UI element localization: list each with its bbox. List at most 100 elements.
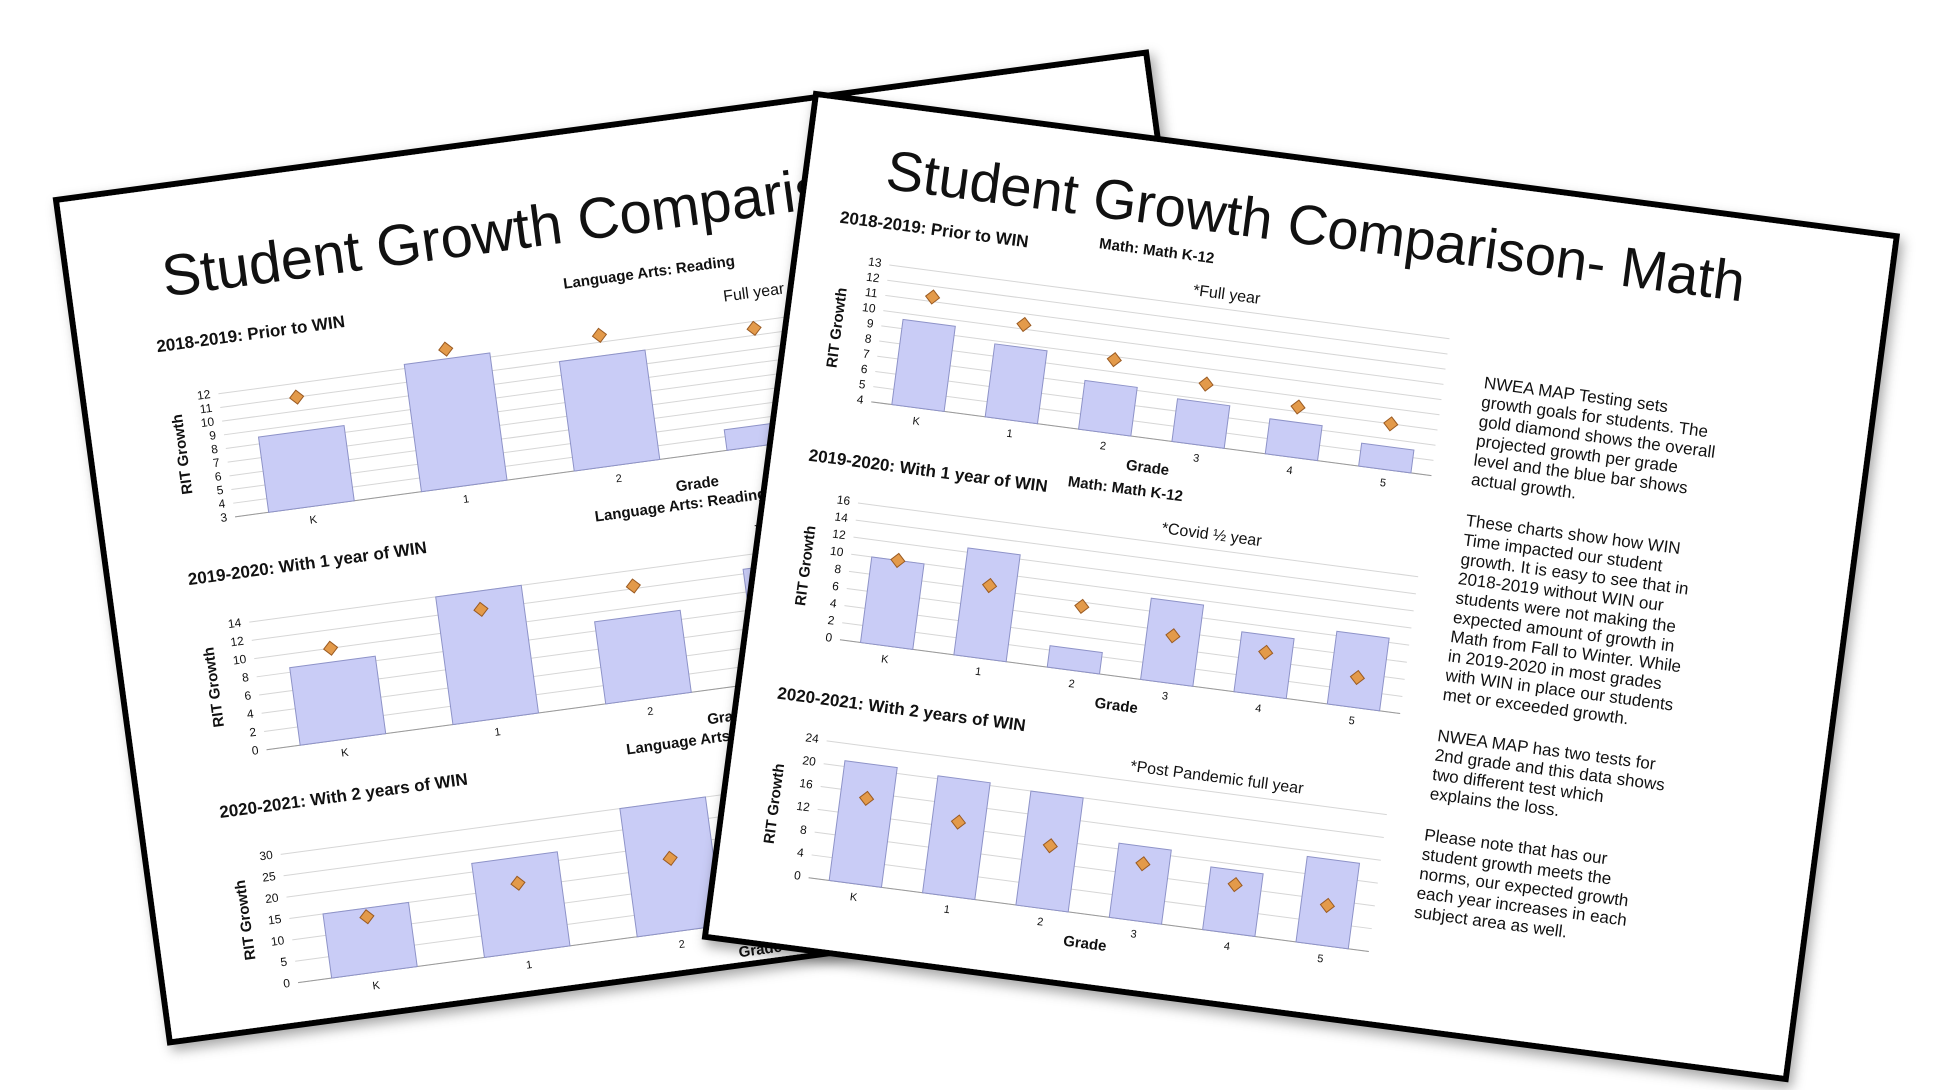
y-tick-label: 4 <box>246 707 255 722</box>
x-tick-label: 3 <box>1130 928 1138 941</box>
y-tick-label: 5 <box>280 955 289 970</box>
diamond-marker <box>890 552 906 569</box>
y-tick-label: 9 <box>208 428 217 443</box>
y-tick-label: 7 <box>862 347 871 362</box>
x-axis-label: Grade <box>675 473 720 496</box>
bar <box>1202 866 1264 938</box>
bar <box>1233 631 1295 700</box>
y-tick-label: 12 <box>196 387 211 403</box>
y-tick-label: 6 <box>214 469 223 484</box>
y-tick-label: 30 <box>258 848 273 864</box>
x-tick-label: K <box>340 747 350 760</box>
diamond-marker <box>289 389 305 405</box>
y-tick-label: 25 <box>261 869 276 885</box>
y-tick-label: 2 <box>827 613 836 628</box>
grid-line <box>844 605 1405 680</box>
x-tick-label: 4 <box>1223 940 1231 953</box>
diamond-marker <box>981 577 998 594</box>
x-tick-label: K <box>880 653 889 666</box>
bar <box>1108 842 1172 925</box>
x-tick-label: K <box>372 980 382 993</box>
diamond-marker <box>473 601 489 617</box>
grid-line <box>826 740 1387 816</box>
y-tick-label: 8 <box>241 670 250 685</box>
x-tick-label: 2 <box>678 938 686 951</box>
x-tick-label: 2 <box>1068 678 1076 691</box>
y-tick-label: 10 <box>200 414 215 430</box>
grid-line <box>846 587 1407 663</box>
grid-line <box>881 325 1442 401</box>
y-tick-label: 20 <box>264 890 279 906</box>
y-tick-label: 4 <box>856 392 865 407</box>
x-tick-label: 1 <box>462 493 470 506</box>
x-tick-label: 3 <box>1161 690 1169 703</box>
bar <box>289 655 387 746</box>
diamond-marker <box>510 875 526 891</box>
diamond-marker <box>1135 856 1151 872</box>
diamond-marker <box>322 640 339 656</box>
diamond-marker <box>1074 598 1090 615</box>
x-tick-label: 2 <box>615 473 623 486</box>
bar <box>471 851 571 958</box>
y-tick-label: 14 <box>834 510 849 526</box>
grid-line <box>879 340 1440 416</box>
bar <box>594 609 692 705</box>
bar <box>953 547 1021 663</box>
diamond-marker <box>1198 376 1214 392</box>
y-tick-label: 6 <box>831 579 840 594</box>
y-tick-label: 5 <box>216 483 225 498</box>
bar <box>257 424 355 513</box>
y-tick-label: 10 <box>232 652 247 668</box>
y-tick-label: 10 <box>861 300 876 316</box>
grid-line <box>857 502 1419 578</box>
x-tick-label: 5 <box>1348 715 1356 728</box>
diamond-marker <box>858 790 875 807</box>
diamond-marker <box>1383 416 1399 432</box>
y-tick-label: 7 <box>212 455 221 470</box>
grid-line <box>887 279 1448 355</box>
y-tick-label: 24 <box>805 730 820 746</box>
grid-line <box>848 570 1410 646</box>
diamond-marker <box>746 320 762 336</box>
diamond-marker <box>950 814 967 830</box>
bar <box>403 352 508 493</box>
bar <box>828 760 898 888</box>
bar <box>322 901 418 979</box>
y-tick-label: 8 <box>210 442 219 457</box>
x-tick-label: 2 <box>1099 440 1107 453</box>
grid-line <box>855 519 1416 595</box>
x-tick-label: K <box>309 514 319 527</box>
diamond-marker <box>591 327 608 343</box>
bar <box>921 775 991 901</box>
x-tick-label: 2 <box>1036 916 1044 929</box>
y-tick-label: 14 <box>227 615 242 631</box>
y-tick-label: 12 <box>230 634 245 650</box>
bar <box>1077 379 1138 437</box>
diamond-marker <box>438 341 454 357</box>
x-tick-label: 5 <box>1316 953 1324 966</box>
sheet <box>701 90 1901 1083</box>
diamond-marker <box>1165 628 1181 644</box>
grid-line <box>885 294 1446 370</box>
y-tick-label: 6 <box>860 362 869 377</box>
y-tick-label: 15 <box>267 912 282 928</box>
y-tick-label: 10 <box>829 544 844 560</box>
grid-line <box>883 310 1444 385</box>
y-tick-label: 11 <box>864 285 879 301</box>
x-tick-label: 1 <box>494 726 502 739</box>
grid-line <box>820 786 1381 861</box>
grid-line <box>842 622 1403 697</box>
y-tick-label: 6 <box>244 688 253 703</box>
x-tick-label: 1 <box>1006 428 1014 441</box>
y-tick-label: 8 <box>864 331 873 346</box>
x-axis <box>808 877 1369 952</box>
y-tick-label: 12 <box>831 527 846 543</box>
grid-line <box>814 831 1375 907</box>
y-tick-label: 4 <box>218 496 227 511</box>
bar <box>558 349 661 472</box>
bar <box>1358 442 1415 474</box>
y-tick-label: 4 <box>796 845 805 860</box>
grid-line <box>889 264 1450 340</box>
y-tick-label: 16 <box>836 492 851 508</box>
